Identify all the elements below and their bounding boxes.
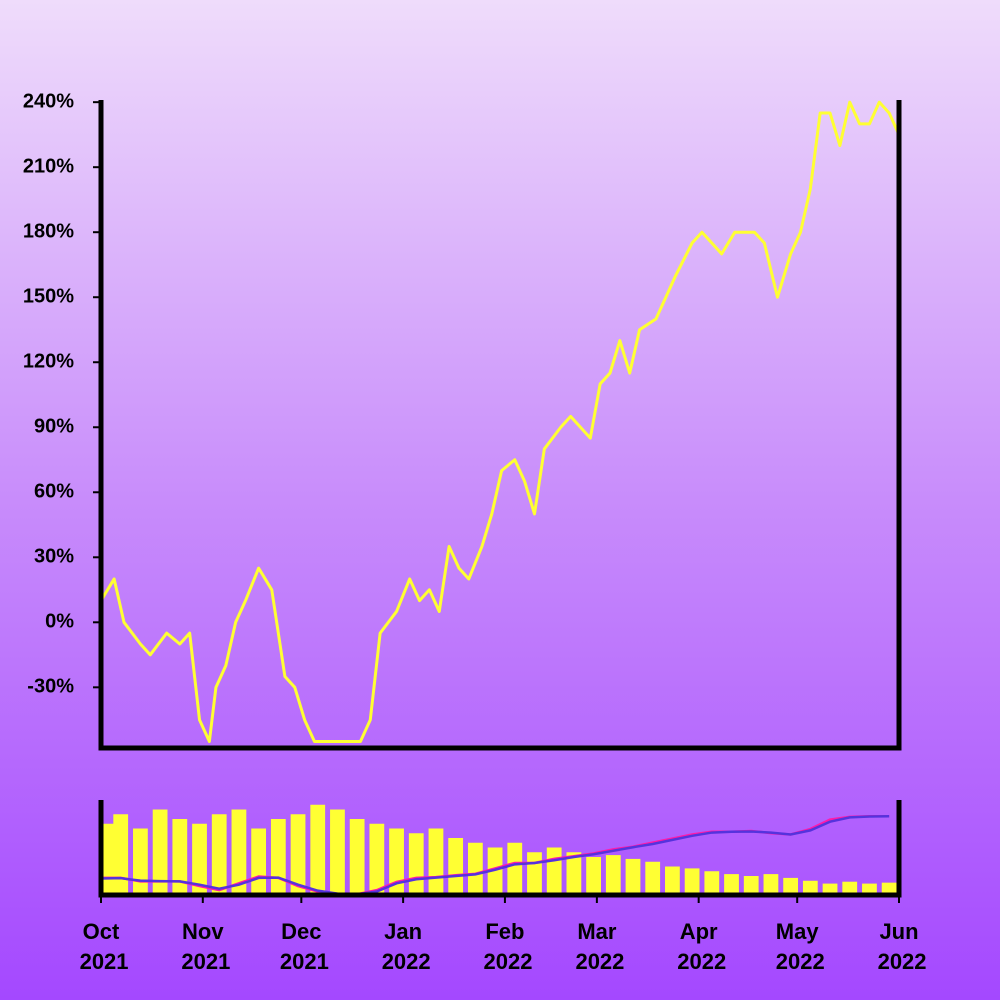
x-tick-label: Jun 2022 (871, 919, 926, 974)
x-tick-label: Nov 2021 (175, 919, 230, 974)
volume-bar (290, 814, 306, 895)
axis-frame (98, 800, 902, 898)
volume-bar (507, 842, 523, 895)
y-tick-label: 150% (23, 285, 74, 307)
volume-bar (467, 842, 483, 895)
x-tick-label: Feb 2022 (477, 919, 532, 974)
volume-bar (527, 852, 542, 895)
volume-bar (330, 809, 345, 895)
volume-bar (763, 874, 779, 895)
axis-frame (98, 100, 902, 751)
x-tick-label: May 2022 (770, 919, 825, 974)
volume-bar (783, 877, 799, 895)
y-tick-label: 120% (23, 351, 74, 373)
volume-bar (172, 819, 188, 895)
volume-bar (605, 855, 621, 895)
volume-bar (586, 857, 601, 895)
volume-bar (448, 838, 464, 895)
volume-bar (211, 814, 227, 895)
x-tick-label: Mar 2022 (569, 919, 624, 974)
volume-bar (310, 804, 326, 895)
x-tick-label: Dec 2021 (274, 919, 329, 974)
volume-bar (881, 882, 897, 895)
volume-bar (389, 828, 404, 895)
volume-bar (546, 847, 562, 895)
volume-bar (802, 880, 818, 895)
volume-bar (408, 833, 424, 895)
volume-bar (684, 868, 700, 895)
volume-bar (133, 828, 148, 895)
y-tick-label: 210% (23, 155, 74, 177)
volume-bar (822, 883, 838, 895)
volume-bar (231, 809, 247, 895)
y-tick-label: 240% (23, 90, 74, 112)
volume-bar (369, 823, 385, 895)
volume-bar (251, 828, 267, 895)
x-tick-label: Jan 2022 (376, 919, 431, 974)
y-tick-label: 0% (45, 611, 74, 633)
volume-bar (566, 852, 582, 895)
volume-bar (704, 871, 720, 895)
y-tick-label: 60% (34, 481, 74, 503)
volume-bar (625, 858, 641, 895)
volume-bar (192, 823, 207, 895)
x-tick-label: Apr 2022 (671, 919, 726, 974)
volume-bar (349, 819, 365, 895)
average-line (100, 815, 890, 896)
volume-bar (487, 847, 503, 895)
y-tick-label: 180% (23, 220, 74, 242)
volume-bar (428, 828, 444, 895)
y-tick-label: 30% (34, 546, 74, 568)
y-tick-label: 90% (34, 416, 74, 438)
volume-bar (152, 809, 168, 895)
volume-bar (665, 866, 680, 895)
y-tick-label: -30% (27, 676, 74, 698)
volume-bar (743, 876, 759, 895)
x-tick-label: Oct 2021 (73, 919, 128, 974)
volume-bar (645, 861, 661, 895)
price-line (99, 100, 901, 743)
volume-bar (862, 883, 877, 895)
volume-bar (113, 814, 129, 895)
volume-bar (842, 881, 858, 895)
volume-bar (724, 874, 739, 895)
volume-bar (270, 819, 286, 895)
